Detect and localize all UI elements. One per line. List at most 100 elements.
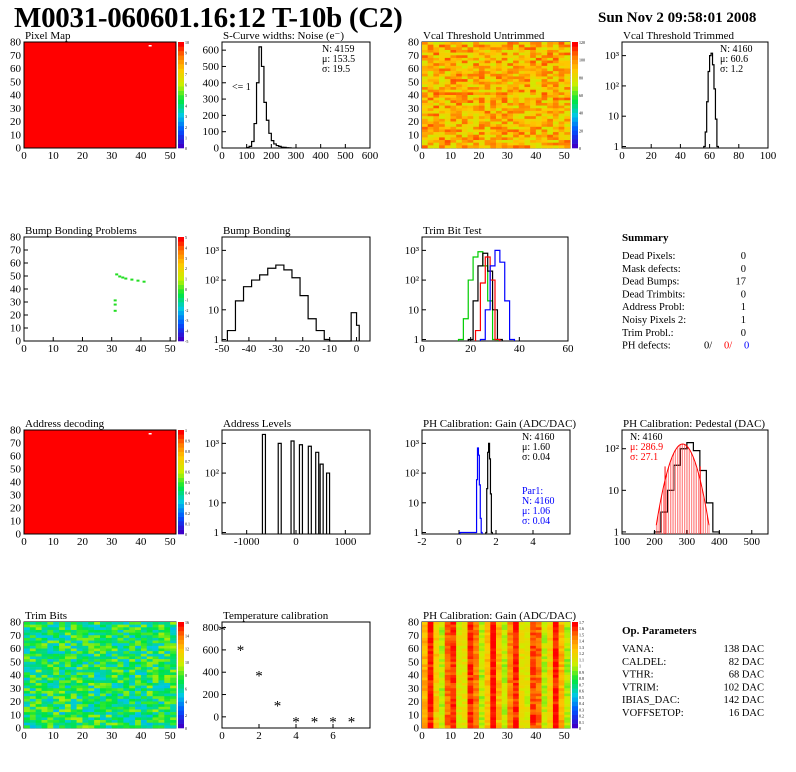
vcal_untrimmed-cell <box>484 145 491 149</box>
ph_gain_map-cell <box>439 667 446 670</box>
noise-chart: S-Curve widths: Noise (e⁻)0 100 200 300 400 5… <box>203 30 379 162</box>
trim_bits-cell <box>47 693 54 697</box>
trim_bits-palette-label: 0 <box>185 726 187 731</box>
ph_gain_map-cell <box>490 725 497 729</box>
vcal_untrimmed-cell <box>473 110 480 114</box>
ph_gain_map-cell <box>461 688 468 692</box>
trim_bits-cell <box>59 722 66 726</box>
bump_bonding-xtick-label: -20 <box>295 343 310 355</box>
address_decoding-title: Address decoding <box>25 418 105 430</box>
ph_gain_map-cell <box>461 706 468 710</box>
vcal_untrimmed-cell <box>433 124 440 128</box>
bump_bonding-title: Bump Bonding <box>223 225 291 237</box>
trim_bits-cell <box>35 624 42 628</box>
ph_gain_map-cell <box>541 643 548 647</box>
ph_gain_map-cell <box>473 632 480 636</box>
vcal_untrimmed-palette-label: 100 <box>579 58 585 63</box>
pixel_map-palette-step <box>178 86 184 91</box>
trim_bits-cell <box>135 664 142 668</box>
address_decoding-palette-label: 0.4 <box>185 490 190 495</box>
trim_bit_test-ytick-label: 10² <box>405 275 420 287</box>
trim_bits-xtick-label: 30 <box>106 730 118 742</box>
vcal_untrimmed-cell <box>518 105 525 109</box>
ph_gain_map-xtick-label: 30 <box>502 730 514 742</box>
vcal_untrimmed-cell <box>478 102 485 106</box>
trim_bits-cell <box>82 690 89 694</box>
ph_gain_map-cell <box>547 661 554 665</box>
vcal_untrimmed-cell <box>558 110 565 114</box>
trim_bits-xtick-label: 50 <box>165 730 177 742</box>
ph_gain_map-cell <box>558 714 565 718</box>
ph_gain_map-cell <box>496 675 502 678</box>
ph_gain_map-cell <box>467 659 474 663</box>
trim_bits-cell <box>47 720 54 723</box>
ph_gain_map-cell <box>507 664 514 668</box>
trim_bits-cell <box>59 637 66 641</box>
trim_bits-cell <box>47 629 54 633</box>
vcal_untrimmed-cell <box>501 134 508 138</box>
vcal_untrimmed-cell <box>501 44 508 48</box>
bump_map-ytick-label: 10 <box>10 323 22 335</box>
ph_gain_map-cell <box>484 720 491 723</box>
vcal_untrimmed-cell <box>473 97 480 101</box>
ph_gain_map-cell <box>461 714 468 718</box>
trim_bits-palette-step <box>178 675 184 680</box>
address_decoding-palette-step <box>178 443 184 448</box>
vcal_untrimmed-cell <box>530 108 537 112</box>
vcal_untrimmed-cell <box>467 142 474 146</box>
ph_gain_map-cell <box>422 698 428 702</box>
trim_bits-cell <box>59 659 66 663</box>
noise-ytick-label: 200 <box>203 110 220 122</box>
trim_bits-cell <box>111 645 118 649</box>
vcal_untrimmed-cell <box>513 105 520 109</box>
vcal_untrimmed-cell <box>513 79 520 83</box>
ph_gain_map-cell <box>444 653 451 657</box>
ph_gain_map-cell <box>490 709 497 713</box>
trim_bits-palette-step <box>178 622 184 627</box>
ph_gain_map-cell <box>513 640 520 644</box>
ph_gain_map-cell <box>501 704 508 708</box>
ph_gain_map-cell <box>564 669 571 673</box>
ph_gain_map-palette-step <box>572 657 578 663</box>
trim_bits-cell <box>70 704 77 708</box>
ph_gain_map-cell <box>564 717 571 721</box>
vcal_untrimmed-cell <box>478 47 485 51</box>
vcal_untrimmed-cell <box>501 121 508 125</box>
pixel_map-palette-step <box>178 50 184 56</box>
vcal_untrimmed-cell <box>501 129 508 133</box>
pixel_map-palette-step <box>178 42 184 47</box>
trim_bits-cell <box>100 698 107 702</box>
bump_map-palette-step <box>178 328 184 333</box>
trim_bits-cell <box>76 640 83 644</box>
ph_gain_map-cell <box>422 709 428 713</box>
trim_bits-cell <box>140 696 148 700</box>
ph_gain_map-cell <box>444 688 451 692</box>
ph_gain_map-cell <box>513 685 520 689</box>
ph_gain_map-cell <box>530 664 537 668</box>
vcal_untrimmed-cell <box>547 134 554 138</box>
trim_bits-cell <box>158 627 165 631</box>
trim_bits-cell <box>41 714 48 718</box>
ph_gain_map-cell <box>490 651 497 655</box>
vcal_untrimmed-cell <box>439 118 446 122</box>
trim_bits-cell <box>170 645 177 649</box>
vcal_untrimmed-cell <box>541 97 548 101</box>
ph_gain_map-cell <box>484 706 491 710</box>
vcal_untrimmed-cell <box>518 129 525 133</box>
ph_gain_map-palette-label: 1 <box>579 664 581 669</box>
ph_gain_map-cell <box>456 672 463 676</box>
ph_gain_map-cell <box>461 632 468 636</box>
trim_bits-cell <box>29 712 36 716</box>
vcal_untrimmed-cell <box>547 60 554 64</box>
ph_gain_map-cell <box>422 669 428 673</box>
ph_gain_map-cell <box>496 712 502 716</box>
ph_gain_map-cell <box>507 667 514 670</box>
trim_bits-cell <box>41 688 48 692</box>
trim_bits-cell <box>105 672 112 676</box>
trim_bits-cell <box>70 688 77 692</box>
ph_gain_map-palette-step <box>572 675 578 680</box>
bump_map-palette-step <box>178 245 184 251</box>
ph_gain_map-cell <box>490 675 497 678</box>
vcal_untrimmed-cell <box>541 89 548 93</box>
vcal_untrimmed-cell <box>501 142 508 146</box>
